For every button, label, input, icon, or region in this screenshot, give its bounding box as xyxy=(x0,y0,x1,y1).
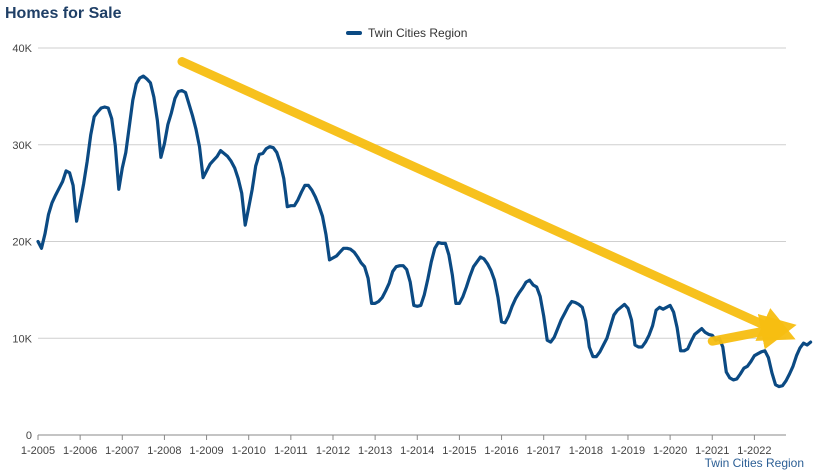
x-tick-label: 1-2022 xyxy=(737,445,771,457)
x-tick-label: 1-2008 xyxy=(147,445,181,457)
x-tick-label: 1-2021 xyxy=(695,445,729,457)
x-tick-label: 1-2012 xyxy=(316,445,350,457)
series-line xyxy=(36,74,813,389)
x-axis: 1-2005 1-2006 1-2007 1-2008 1-2009 1-2010 1-20… xyxy=(21,435,772,457)
x-tick-label: 1-2007 xyxy=(105,445,139,457)
uptick-arrow xyxy=(707,314,797,350)
legend[interactable]: Twin Cities Region xyxy=(346,26,467,40)
x-tick-label: 1-2014 xyxy=(400,445,434,457)
x-tick-label: 1-2019 xyxy=(611,445,645,457)
legend-label: Twin Cities Region xyxy=(368,26,468,40)
chart-title: Homes for Sale xyxy=(5,5,122,22)
x-tick-label: 1-2016 xyxy=(484,445,518,457)
legend-swatch xyxy=(346,31,362,35)
x-tick-label: 1-2010 xyxy=(232,445,266,457)
x-tick-label: 1-2018 xyxy=(569,445,603,457)
y-axis: 0 10K 20K 30K 40K xyxy=(12,43,32,442)
x-tick-label: 1-2006 xyxy=(63,445,97,457)
x-tick-label: 1-2005 xyxy=(21,445,55,457)
x-tick-label: 1-2011 xyxy=(274,445,307,457)
y-tick-label: 30K xyxy=(12,140,32,152)
y-tick-label: 10K xyxy=(12,333,32,345)
series-layer xyxy=(36,74,813,389)
downtrend-arrow xyxy=(177,57,796,341)
y-tick-label: 20K xyxy=(12,237,32,249)
x-tick-label: 1-2015 xyxy=(442,445,476,457)
x-tick-label: 1-2017 xyxy=(527,445,561,457)
source-label: Twin Cities Region xyxy=(704,456,804,470)
grid xyxy=(38,47,786,436)
y-tick-label: 40K xyxy=(12,43,32,55)
annotation-layer xyxy=(177,57,797,350)
y-tick-label: 0 xyxy=(26,430,32,442)
x-tick-label: 1-2013 xyxy=(358,445,392,457)
x-tick-label: 1-2009 xyxy=(189,445,223,457)
x-tick-label: 1-2020 xyxy=(653,445,687,457)
